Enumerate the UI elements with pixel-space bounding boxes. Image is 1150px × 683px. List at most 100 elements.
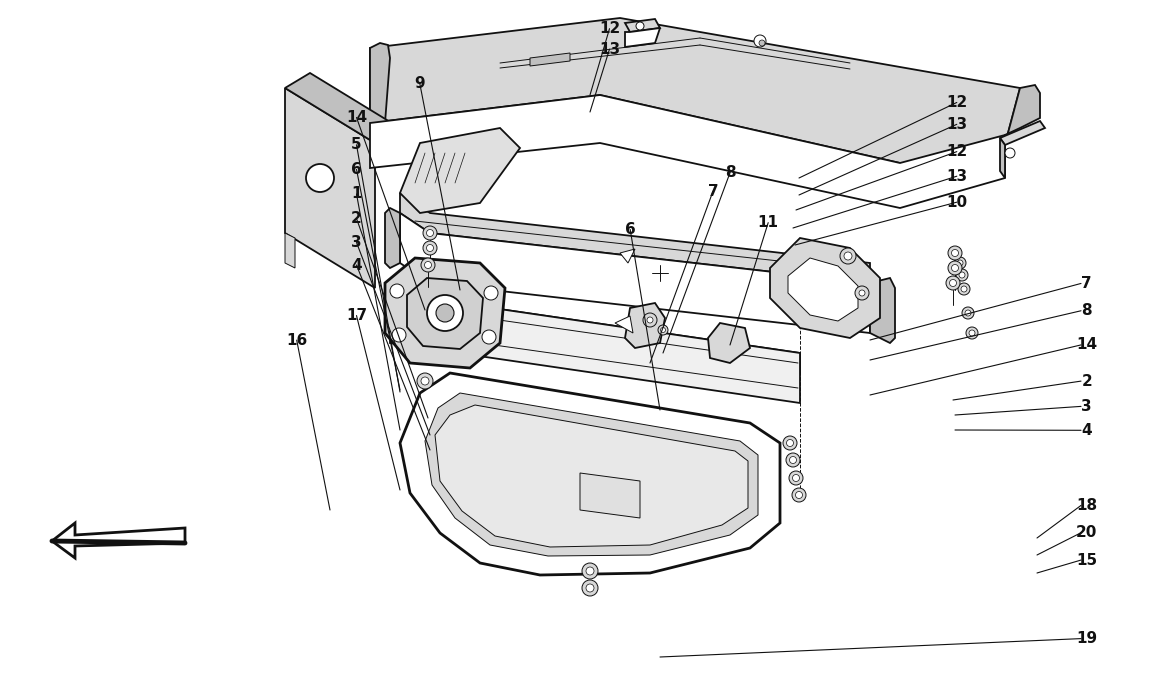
- Text: 6: 6: [351, 162, 362, 177]
- Polygon shape: [1000, 85, 1040, 163]
- Polygon shape: [285, 88, 375, 288]
- Polygon shape: [385, 258, 505, 368]
- Circle shape: [392, 328, 406, 342]
- Text: 1: 1: [351, 186, 362, 201]
- Text: 11: 11: [758, 215, 779, 230]
- Text: 12: 12: [946, 144, 967, 159]
- Circle shape: [959, 272, 965, 278]
- Polygon shape: [624, 28, 660, 47]
- Circle shape: [948, 246, 963, 260]
- Polygon shape: [620, 249, 635, 263]
- Text: 12: 12: [599, 21, 620, 36]
- Text: 14: 14: [1076, 337, 1097, 352]
- Circle shape: [660, 328, 666, 333]
- Polygon shape: [708, 323, 750, 363]
- Circle shape: [787, 439, 793, 447]
- Polygon shape: [390, 293, 800, 403]
- Polygon shape: [788, 258, 858, 321]
- Circle shape: [427, 245, 434, 251]
- Polygon shape: [385, 208, 400, 268]
- Polygon shape: [770, 238, 880, 338]
- Polygon shape: [580, 473, 641, 518]
- Circle shape: [643, 313, 657, 327]
- Text: 4: 4: [351, 257, 362, 273]
- Text: 2: 2: [351, 211, 362, 226]
- Circle shape: [306, 164, 334, 192]
- Polygon shape: [624, 19, 660, 32]
- Polygon shape: [615, 316, 632, 333]
- Text: 3: 3: [351, 235, 362, 250]
- Text: 10: 10: [946, 195, 967, 210]
- Text: 7: 7: [707, 184, 719, 199]
- Polygon shape: [426, 393, 758, 556]
- Circle shape: [423, 241, 437, 255]
- Text: 4: 4: [1081, 423, 1092, 438]
- Text: 12: 12: [946, 95, 967, 110]
- Text: 9: 9: [414, 76, 426, 91]
- Circle shape: [965, 310, 971, 316]
- Circle shape: [759, 40, 765, 46]
- Text: 19: 19: [1076, 631, 1097, 646]
- Polygon shape: [285, 73, 400, 143]
- Circle shape: [969, 330, 975, 336]
- Circle shape: [482, 330, 496, 344]
- Circle shape: [792, 488, 806, 502]
- Polygon shape: [530, 53, 570, 66]
- Circle shape: [658, 325, 668, 335]
- Text: 13: 13: [946, 169, 967, 184]
- Circle shape: [946, 276, 960, 290]
- Circle shape: [951, 249, 958, 257]
- Text: 8: 8: [1081, 303, 1092, 318]
- Circle shape: [844, 252, 852, 260]
- Circle shape: [421, 377, 429, 385]
- Circle shape: [436, 304, 454, 322]
- Text: 13: 13: [946, 117, 967, 132]
- Polygon shape: [624, 303, 665, 348]
- Circle shape: [961, 286, 967, 292]
- Polygon shape: [1000, 138, 1005, 178]
- Polygon shape: [407, 278, 483, 349]
- Circle shape: [785, 453, 800, 467]
- Circle shape: [484, 286, 498, 300]
- Circle shape: [390, 284, 404, 298]
- Circle shape: [582, 563, 598, 579]
- Circle shape: [1005, 148, 1015, 158]
- Circle shape: [417, 373, 434, 389]
- Text: 18: 18: [1076, 498, 1097, 513]
- Circle shape: [840, 248, 856, 264]
- Circle shape: [792, 475, 799, 482]
- Circle shape: [424, 262, 431, 268]
- Text: 16: 16: [286, 333, 307, 348]
- Polygon shape: [285, 233, 296, 268]
- Circle shape: [950, 279, 957, 286]
- Circle shape: [951, 264, 958, 272]
- Circle shape: [423, 226, 437, 240]
- Polygon shape: [400, 193, 871, 283]
- Polygon shape: [52, 523, 185, 558]
- Circle shape: [586, 584, 595, 592]
- Polygon shape: [400, 213, 871, 333]
- Polygon shape: [390, 293, 800, 373]
- Circle shape: [789, 471, 803, 485]
- Circle shape: [582, 580, 598, 596]
- Text: 2: 2: [1081, 374, 1092, 389]
- Text: 20: 20: [1076, 525, 1097, 540]
- Circle shape: [956, 269, 968, 281]
- Circle shape: [427, 229, 434, 236]
- Text: 7: 7: [1081, 276, 1092, 291]
- Text: 13: 13: [599, 42, 620, 57]
- Polygon shape: [400, 128, 520, 213]
- Text: 14: 14: [346, 110, 367, 125]
- Circle shape: [427, 295, 463, 331]
- Text: 15: 15: [1076, 553, 1097, 568]
- Polygon shape: [370, 43, 390, 123]
- Circle shape: [421, 258, 435, 272]
- Circle shape: [954, 257, 966, 269]
- Circle shape: [854, 286, 869, 300]
- Circle shape: [859, 290, 865, 296]
- Polygon shape: [435, 405, 748, 547]
- Polygon shape: [871, 278, 895, 343]
- Circle shape: [790, 456, 797, 464]
- Text: 17: 17: [346, 308, 367, 323]
- Circle shape: [586, 567, 595, 575]
